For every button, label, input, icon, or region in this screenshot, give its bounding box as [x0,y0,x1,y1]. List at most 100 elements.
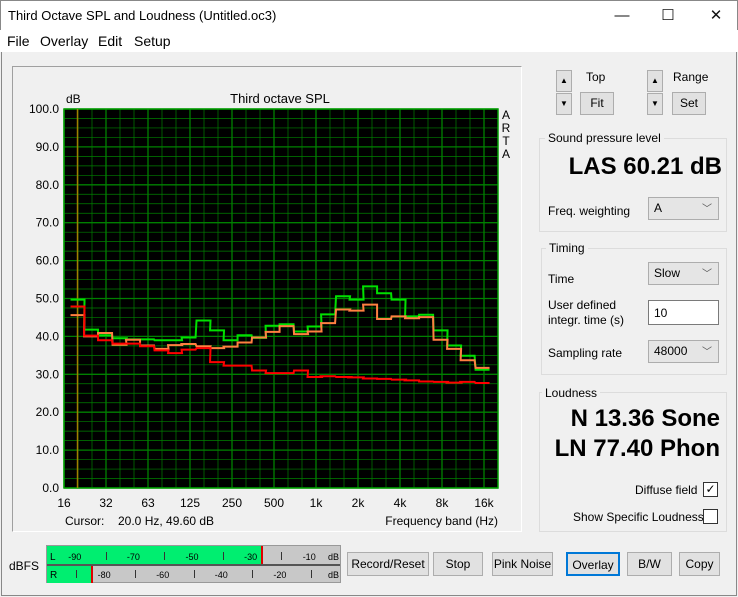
chevron-down-icon: ﹀ [702,269,712,280]
meter-divider [47,564,340,566]
timing-group [541,248,727,375]
left-channel-label: L [50,552,56,563]
right-channel-label: R [50,570,58,581]
left-meter-tick: -90 [68,552,82,562]
x-tick-label: 250 [222,496,242,510]
right-meter-tick: -80 [97,570,111,580]
y-tick-label: 100.0 [29,102,59,116]
series-line-2 [70,305,490,385]
y-tick-label: 30.0 [36,367,60,381]
range-down-button[interactable]: ▼ [647,93,663,115]
specific-label: Show Specific Loudness [573,510,704,524]
record-reset-button[interactable]: Record/Reset [347,552,429,576]
loudness-n: N 13.36 Sone [570,405,720,432]
weighting-select[interactable]: A ﹀ [648,197,719,220]
close-button[interactable]: ✕ [709,7,723,24]
menu-bar: File Overlay Edit Setup [0,30,738,52]
left-meter-tick: -50 [185,552,199,562]
x-tick-label: 1k [310,496,324,510]
menu-overlay[interactable]: Overlay [40,33,89,49]
arta-side-label: ARTA [501,108,511,161]
x-axis-label: Frequency band (Hz) [385,514,498,528]
chart-title: Third octave SPL [230,91,330,106]
timing-group-label: Timing [546,241,588,255]
weighting-value: A [654,201,663,215]
x-tick-label: 63 [141,496,155,510]
meter-tick-mark [164,552,166,560]
overlay-button[interactable]: Overlay [566,552,620,576]
time-value: Slow [654,266,681,280]
plot-border [63,108,499,489]
top-down-button[interactable]: ▼ [556,93,572,115]
menu-setup[interactable]: Setup [134,33,171,49]
x-tick-label: 500 [264,496,284,510]
integr-label-2: integr. time (s) [548,313,625,327]
right-meter-tick: -20 [273,570,287,580]
x-tick-label: 4k [394,496,408,510]
x-tick-label: 32 [99,496,113,510]
diffuse-checkbox[interactable]: ✓ [703,482,718,497]
meter-tick-mark [222,552,224,560]
meter-tick-mark [310,570,312,578]
fit-button[interactable]: Fit [580,92,614,115]
window-frame [1,52,737,596]
diffuse-label: Diffuse field [635,483,698,497]
integr-label-1: User defined [548,298,617,312]
rate-value: 48000 [654,344,688,358]
y-tick-label: 70.0 [36,216,60,230]
menu-edit[interactable]: Edit [98,33,123,49]
range-up-button[interactable]: ▲ [647,70,663,92]
x-tick-label: 125 [180,496,200,510]
x-tick-label: 16 [57,496,71,510]
left-peak-marker [260,546,263,564]
time-select[interactable]: Slow ﹀ [648,262,719,285]
meter-tick-mark [252,570,254,578]
meter-tick-mark [105,552,107,560]
spl-chart[interactable]: 0.0 10.0 20.0 30.0 40.0 50.0 60.0 70.0 80.0 90.0 1… [0,0,530,535]
title-bar: Third Octave SPL and Loudness (Untitled.… [0,0,738,30]
copy-button[interactable]: Copy [679,552,720,576]
bw-button[interactable]: B/W [627,552,672,576]
rate-select[interactable]: 48000 ﹀ [648,340,719,363]
right-meter-unit: dB [328,570,340,580]
top-up-button[interactable]: ▲ [556,70,572,92]
top-label: Top [586,70,606,84]
chevron-down-icon: ﹀ [702,347,712,358]
chevron-down-icon: ﹀ [702,204,712,215]
x-tick-label: 8k [436,496,450,510]
right-peak-marker [90,566,93,583]
cursor-label: Cursor: [65,514,104,528]
minimize-button[interactable]: — [614,7,630,24]
meter-tick-mark [281,552,283,560]
dbfs-label: dBFS [9,559,40,573]
spl-group-label: Sound pressure level [545,131,664,145]
right-level-fill [47,566,91,583]
y-tick-label: 10.0 [36,443,60,457]
x-tick-label: 2k [352,496,366,510]
pink-noise-button[interactable]: Pink Noise [492,552,553,576]
integr-time-input[interactable] [648,300,719,325]
y-tick-label: 60.0 [36,254,60,268]
y-tick-label: 20.0 [36,405,60,419]
y-tick-label: 40.0 [36,329,60,343]
loudness-ln: LN 77.40 Phon [554,435,720,462]
spl-value: LAS 60.21 dB [568,153,722,180]
maximize-button[interactable]: ☐ [661,7,675,24]
set-button[interactable]: Set [672,92,706,115]
loudness-group [539,392,727,532]
time-label: Time [548,272,575,286]
menu-file[interactable]: File [7,33,30,49]
y-axis-label: dB [66,92,81,106]
right-meter-tick: -60 [156,570,170,580]
left-meter-tick: -30 [244,552,258,562]
loudness-group-label: Loudness [542,386,601,400]
window-title: Third Octave SPL and Loudness (Untitled.… [8,8,277,23]
left-level-fill [47,546,261,564]
stop-button[interactable]: Stop [433,552,483,576]
meter-tick-mark [134,570,136,578]
left-meter-tick: -70 [126,552,140,562]
range-label: Range [673,70,709,84]
y-tick-label: 0.0 [42,481,59,495]
specific-loudness-checkbox[interactable] [703,509,718,524]
check-icon: ✓ [705,482,716,496]
